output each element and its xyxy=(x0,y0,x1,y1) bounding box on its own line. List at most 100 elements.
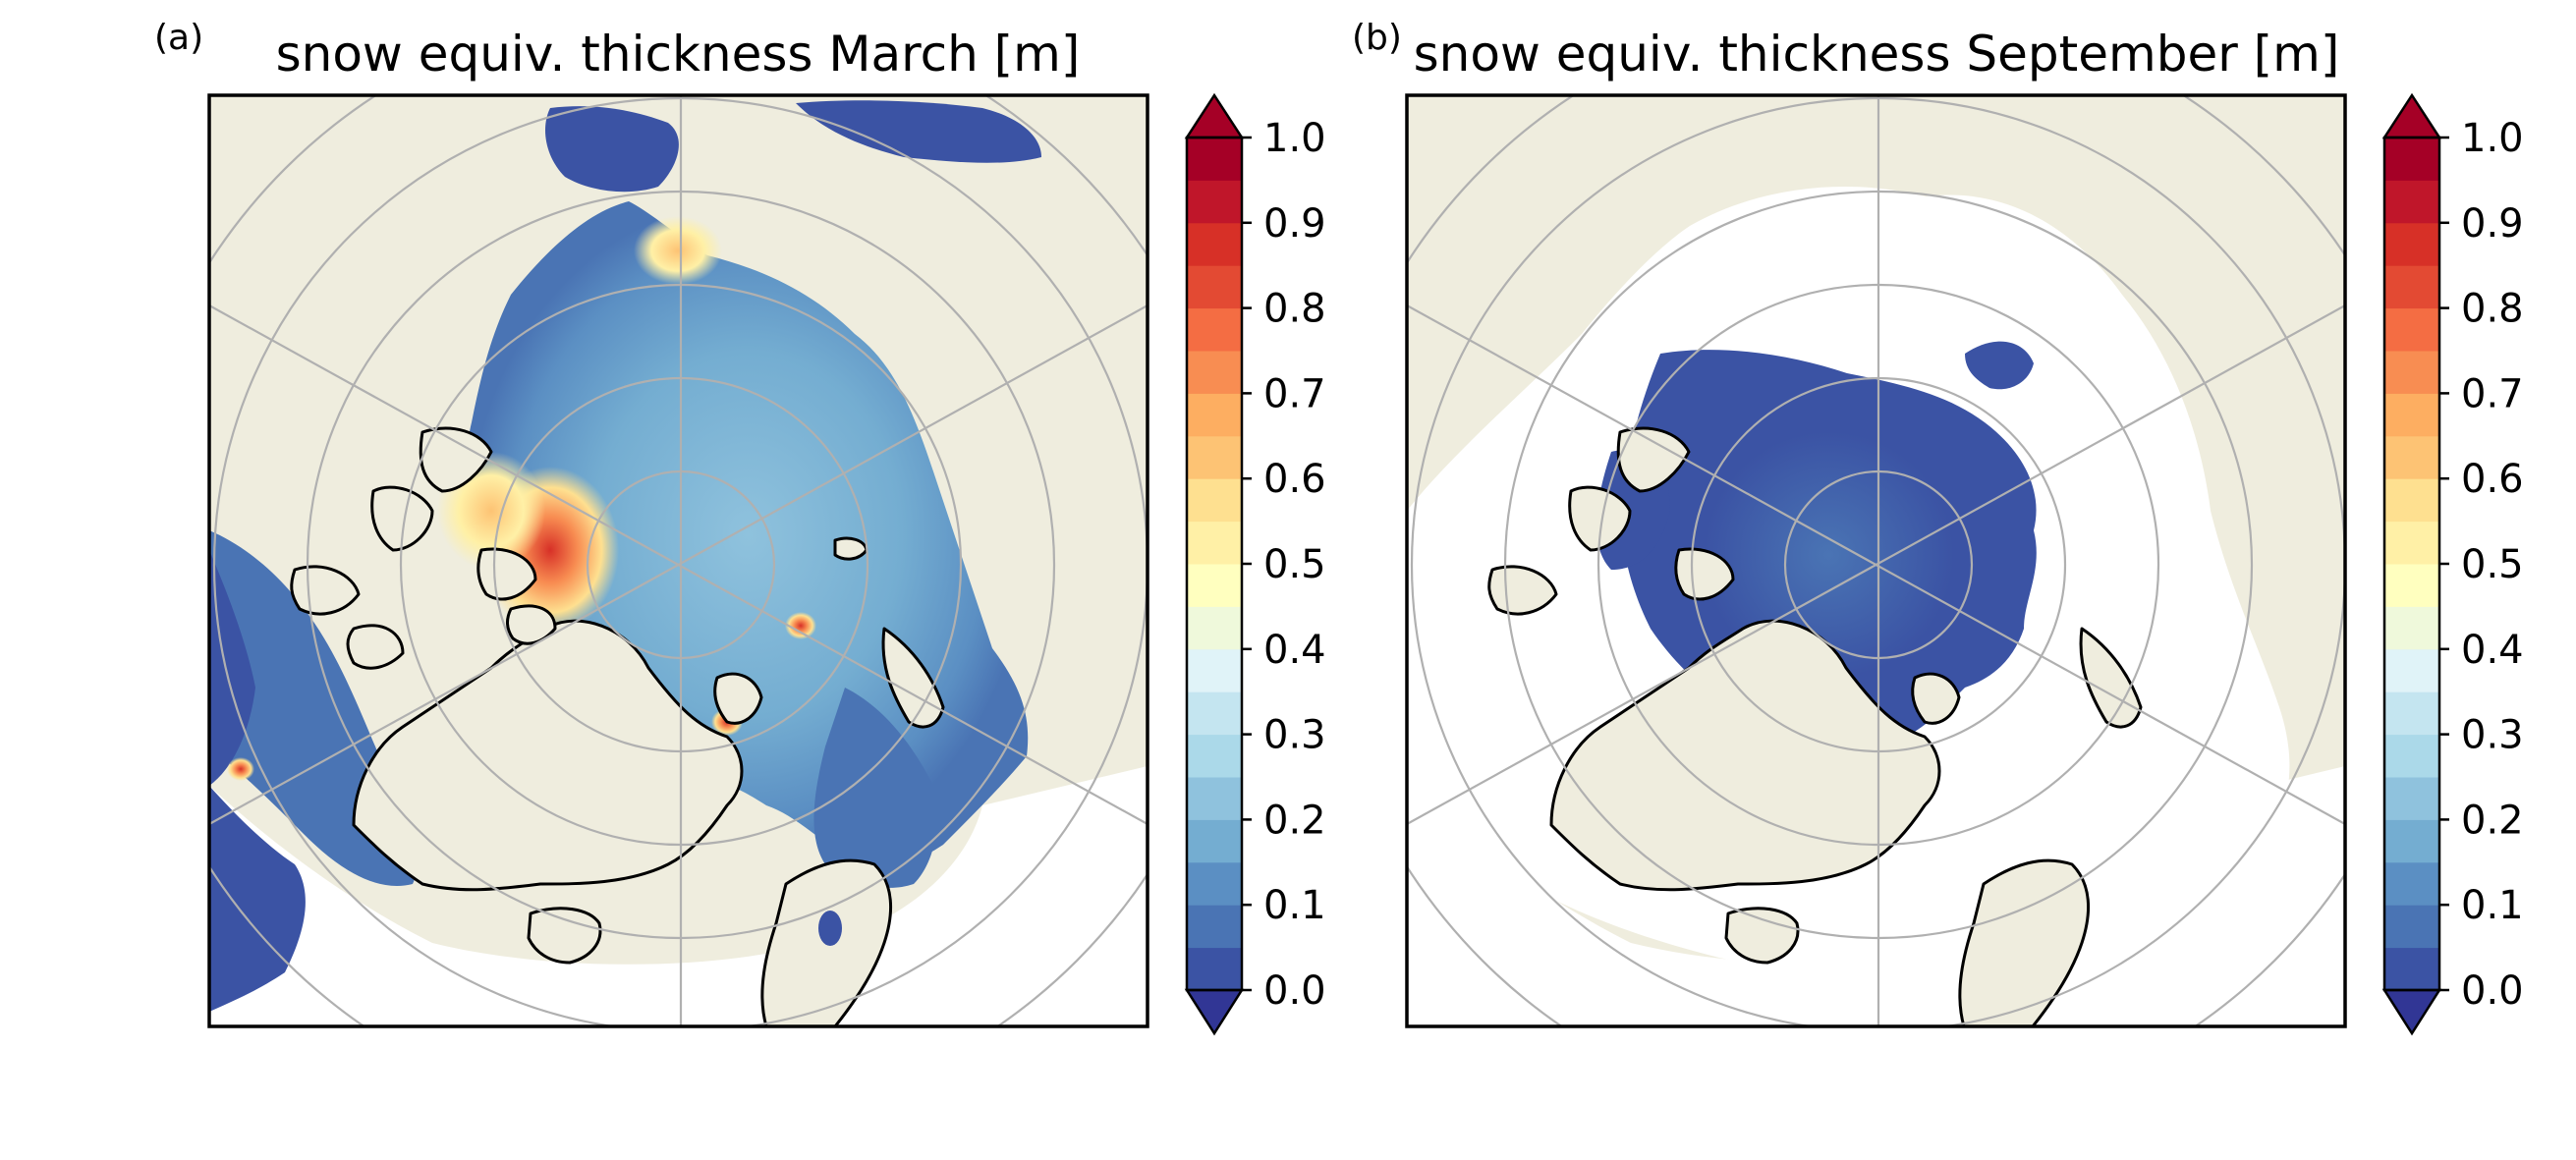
colorbar-a-segment xyxy=(1187,307,1242,352)
colorbar-b-segments xyxy=(2384,138,2439,991)
panel-a-baltic-ice xyxy=(818,911,842,946)
colorbar-a-tick-label: 1.0 xyxy=(1263,116,1326,161)
panel-a-svalbard-hot xyxy=(785,612,816,639)
colorbar-b-segment xyxy=(2384,180,2439,224)
panel-a-graticule xyxy=(209,95,1148,1026)
panel-a-iceland xyxy=(527,907,602,965)
colorbar-a-tick-label: 0.2 xyxy=(1263,798,1326,843)
panel-a-franz-josef xyxy=(833,536,868,561)
panel-a-svalbard xyxy=(713,672,763,725)
panel-a-frame xyxy=(207,93,1149,1028)
panel-b-archipelago-1 xyxy=(1616,426,1691,493)
colorbar-a-tick-label: 0.0 xyxy=(1263,968,1326,1014)
colorbar-a-segment xyxy=(1187,947,1242,991)
colorbar-a-segment xyxy=(1187,734,1242,778)
colorbar-b-segment xyxy=(2384,521,2439,565)
panel-a-hudson-hot xyxy=(227,757,254,781)
colorbar-a-segment xyxy=(1187,905,1242,949)
panel-b-scandinavia xyxy=(1958,858,2091,1026)
panel-b-atlantic-ocean xyxy=(1407,766,2345,1026)
colorbar-b-segment xyxy=(2384,947,2439,991)
panel-a-map xyxy=(209,95,1148,1026)
colorbar-b-segment xyxy=(2384,861,2439,906)
colorbar-a-segment xyxy=(1187,777,1242,820)
panel-a-laptev-snow-high xyxy=(634,216,722,285)
colorbar-b-ticks: 0.0 0.1 0.2 0.3 0.4 0.5 0.6 0.7 0.8 0.9 1.0 xyxy=(2439,116,2524,1014)
colorbar-b-segment xyxy=(2384,777,2439,820)
colorbar-b-segment xyxy=(2384,435,2439,479)
panel-a: (a) snow equiv. thickness March [m] xyxy=(154,18,1326,1036)
colorbar-a-tick-label: 0.9 xyxy=(1263,201,1326,247)
colorbar-b-tick-label: 0.4 xyxy=(2461,628,2524,673)
colorbar-a-segment xyxy=(1187,521,1242,565)
panel-b-siberian-ice xyxy=(1965,341,2034,390)
panel-a-pacific-ice xyxy=(545,106,679,193)
colorbar-b-segment xyxy=(2384,564,2439,607)
colorbar-a-segments xyxy=(1187,138,1242,991)
colorbar-a-tick-label: 0.6 xyxy=(1263,457,1326,502)
colorbar-b-tick-label: 0.5 xyxy=(2461,542,2524,587)
colorbar-a-segment xyxy=(1187,180,1242,224)
panel-b: (b) snow equiv. thickness September [m] xyxy=(1352,18,2524,1036)
colorbar-a-segment xyxy=(1187,819,1242,863)
colorbar-a-tick-label: 0.8 xyxy=(1263,287,1326,332)
colorbar-a-segment xyxy=(1187,564,1242,607)
panel-a-atlantic-ocean xyxy=(209,766,1148,1026)
colorbar-b-extend-min xyxy=(2381,988,2442,1036)
panel-b-iceland xyxy=(1724,907,1800,965)
panel-b-greenland xyxy=(1549,619,1941,892)
colorbar-a-segment xyxy=(1187,265,1242,309)
colorbar-b-segment xyxy=(2384,691,2439,736)
colorbar-b-segment xyxy=(2384,734,2439,778)
panel-b-map xyxy=(1407,95,2345,1026)
colorbar-a-segment xyxy=(1187,222,1242,266)
panel-a-meridian-4 xyxy=(209,304,1148,825)
colorbar-a-segment xyxy=(1187,691,1242,736)
colorbar-b-tick-label: 0.7 xyxy=(2461,371,2524,416)
panel-a-arctic-sea-ice xyxy=(468,201,1029,868)
colorbar-b-segment xyxy=(2384,478,2439,523)
colorbar-b-segment xyxy=(2384,648,2439,692)
colorbar-a-segment xyxy=(1187,861,1242,906)
colorbar-b-segment xyxy=(2384,606,2439,650)
colorbar-b-tick-label: 0.1 xyxy=(2461,883,2524,928)
colorbar-b-tick-label: 0.6 xyxy=(2461,457,2524,502)
panel-b-letter: (b) xyxy=(1352,18,1402,58)
colorbar-b: 0.0 0.1 0.2 0.3 0.4 0.5 0.6 0.7 0.8 0.9 1.0 xyxy=(2381,92,2524,1036)
colorbar-b-tick-label: 0.9 xyxy=(2461,201,2524,247)
panel-b-title: snow equiv. thickness September [m] xyxy=(1414,26,2340,83)
panel-a-barents-ice xyxy=(813,688,937,888)
colorbar-b-tick-label: 0.3 xyxy=(2461,713,2524,758)
colorbar-b-tick-label: 0.2 xyxy=(2461,798,2524,843)
panel-b-meridian-4 xyxy=(1407,304,2345,825)
colorbar-b-tick-label: 0.0 xyxy=(2461,968,2524,1014)
colorbar-a: 0.0 0.1 0.2 0.3 0.4 0.5 0.6 0.7 0.8 0.9 1.0 xyxy=(1184,92,1326,1036)
colorbar-a-tick-label: 0.3 xyxy=(1263,713,1326,758)
panel-a-archipelago-5 xyxy=(346,624,405,670)
colorbar-a-segment xyxy=(1187,138,1242,181)
colorbar-a-tick-label: 0.7 xyxy=(1263,371,1326,416)
colorbar-a-segment xyxy=(1187,351,1242,394)
colorbar-a-tick-label: 0.1 xyxy=(1263,883,1326,928)
colorbar-a-segment xyxy=(1187,393,1242,437)
panel-b-archipelago-2 xyxy=(1568,485,1632,552)
colorbar-b-segment xyxy=(2384,265,2439,309)
panel-a-archipelago-6 xyxy=(506,604,557,645)
colorbar-b-segment xyxy=(2384,307,2439,352)
colorbar-b-segment xyxy=(2384,393,2439,437)
panel-a-greenland xyxy=(352,619,744,892)
panel-b-graticule xyxy=(1407,95,2345,1026)
colorbar-b-extend-max xyxy=(2381,92,2442,139)
panel-a-archipelago-1 xyxy=(419,426,493,493)
colorbar-b-segment xyxy=(2384,351,2439,394)
colorbar-b-segment xyxy=(2384,222,2439,266)
panel-a-letter: (a) xyxy=(154,18,203,58)
colorbar-b-tick-label: 0.8 xyxy=(2461,287,2524,332)
colorbar-a-segment xyxy=(1187,606,1242,650)
panel-a-archipelago-2 xyxy=(370,485,434,552)
colorbar-b-segment xyxy=(2384,905,2439,949)
panel-a-archipelago-3 xyxy=(476,547,537,601)
colorbar-a-ticks: 0.0 0.1 0.2 0.3 0.4 0.5 0.6 0.7 0.8 0.9 1.0 xyxy=(1242,116,1326,1014)
colorbar-b-segment xyxy=(2384,819,2439,863)
colorbar-a-extend-max xyxy=(1184,92,1245,139)
